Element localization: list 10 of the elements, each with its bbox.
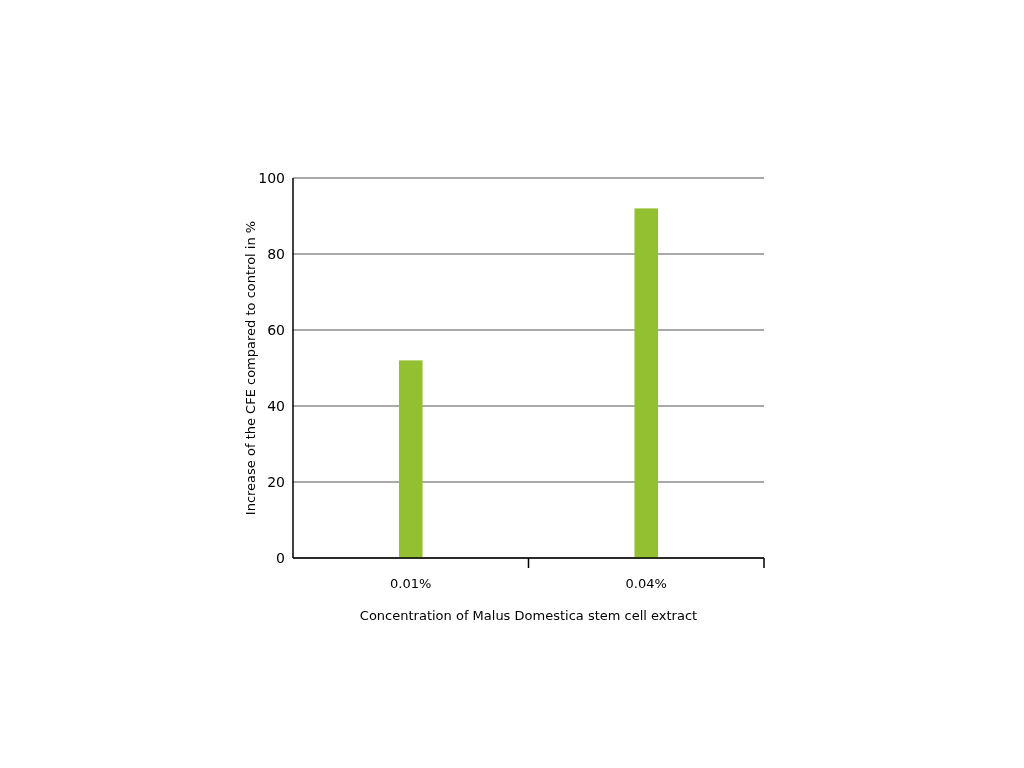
y-tick-label: 100 bbox=[258, 169, 285, 186]
y-tick-label: 0 bbox=[276, 549, 285, 566]
x-tick-label: 0.01% bbox=[390, 576, 432, 591]
x-axis-title: Concentration of Malus Domestica stem cell extract bbox=[359, 608, 698, 623]
y-tick-label: 40 bbox=[267, 397, 285, 414]
x-tick-label: 0.04% bbox=[625, 576, 667, 591]
y-tick-label: 80 bbox=[267, 245, 285, 262]
y-tick-label: 60 bbox=[267, 321, 285, 338]
y-tick-label: 20 bbox=[267, 473, 285, 490]
y-axis-title: Increase of the CFE compared to control in % bbox=[243, 220, 258, 516]
